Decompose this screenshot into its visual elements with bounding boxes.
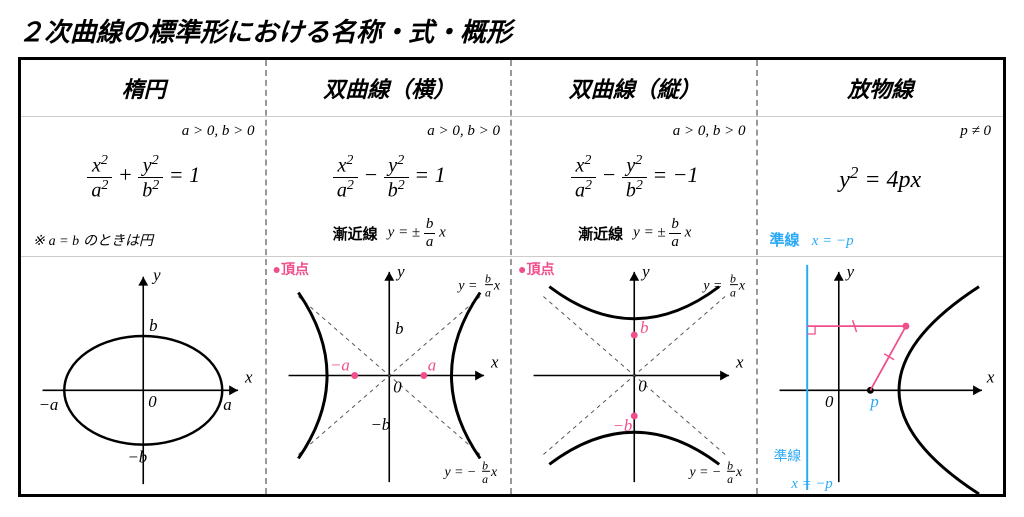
col-hyperbola-h: 双曲線（横） a > 0, b > 0 x2a2 − y2b2 = 1 漸近線 …	[267, 60, 513, 494]
svg-text:b: b	[485, 272, 491, 286]
svg-text:b: b	[482, 458, 488, 472]
svg-text:y = −: y = −	[688, 464, 722, 479]
col-hyperbola-v: 双曲線（縦） a > 0, b > 0 x2a2 − y2b2 = −1 漸近線…	[512, 60, 758, 494]
svg-text:p: p	[869, 392, 878, 411]
svg-text:−b: −b	[370, 415, 390, 434]
note-ellipse: ※ a = b のときは円	[33, 230, 153, 250]
eqbox-ellipse: a > 0, b > 0 x2a2 + y2b2 = 1 ※ a = b のとき…	[21, 117, 267, 257]
svg-text:a: a	[427, 356, 435, 375]
svg-text:0: 0	[638, 376, 647, 395]
graph-ellipse: x y 0 a −a b −b	[21, 257, 267, 494]
svg-text:b: b	[395, 319, 403, 338]
svg-text:y =: y =	[456, 278, 477, 293]
eqbox-parabola: p ≠ 0 y2 = 4px 準線 x = −p	[758, 117, 1004, 257]
svg-text:x: x	[244, 367, 253, 386]
col-parabola: 放物線 p ≠ 0 y2 = 4px 準線 x = −p	[758, 60, 1004, 494]
svg-text:準線: 準線	[773, 448, 801, 463]
eq-hyperbola-h: x2a2 − y2b2 = 1	[277, 153, 503, 201]
svg-text:y = −: y = −	[442, 464, 476, 479]
header-parabola: 放物線	[758, 60, 1004, 117]
eqbox-hyperbola-h: a > 0, b > 0 x2a2 − y2b2 = 1 漸近線 y = ± b…	[267, 117, 513, 257]
eq-ellipse: x2a2 + y2b2 = 1	[31, 153, 257, 201]
svg-text:x: x	[492, 278, 500, 293]
svg-text:x: x	[489, 353, 498, 372]
svg-text:a: a	[482, 472, 488, 486]
svg-text:−b: −b	[613, 416, 633, 435]
svg-text:0: 0	[824, 392, 833, 411]
svg-text:x = −p: x = −p	[790, 476, 832, 492]
header-hyperbola-h: 双曲線（横）	[267, 60, 513, 117]
page-title: ２次曲線の標準形における名称・式・概形	[18, 12, 1006, 49]
svg-text:0: 0	[393, 377, 402, 396]
svg-text:x: x	[489, 464, 497, 479]
svg-text:a: a	[485, 286, 491, 300]
header-ellipse: 楕円	[21, 60, 267, 117]
eq-hyperbola-v: x2a2 − y2b2 = −1	[522, 153, 748, 201]
conic-table: 楕円 a > 0, b > 0 x2a2 + y2b2 = 1 ※ a = b …	[18, 57, 1006, 497]
eqbox-hyperbola-v: a > 0, b > 0 x2a2 − y2b2 = −1 漸近線 y = ± …	[512, 117, 758, 257]
svg-text:a: a	[727, 472, 733, 486]
svg-text:0: 0	[148, 392, 157, 411]
asym-hyperbola-v: 漸近線 y = ± ba x	[524, 216, 746, 250]
svg-text:a: a	[223, 395, 231, 414]
svg-text:y: y	[151, 266, 161, 285]
svg-text:−b: −b	[127, 447, 147, 466]
svg-text:y: y	[395, 262, 405, 281]
col-ellipse: 楕円 a > 0, b > 0 x2a2 + y2b2 = 1 ※ a = b …	[21, 60, 267, 494]
graph-hyperbola-v: ●頂点 x y 0 b −b y =	[512, 257, 758, 494]
svg-text:a: a	[730, 286, 736, 300]
dir-parabola: 準線 x = −p	[770, 229, 854, 250]
eq-parabola: y2 = 4px	[768, 165, 994, 192]
graph-parabola: p x y 0 準線 x = −p	[758, 257, 1004, 494]
cond-hyperbola-v: a > 0, b > 0	[673, 123, 746, 140]
svg-text:x: x	[738, 278, 746, 293]
svg-text:b: b	[727, 458, 733, 472]
svg-text:b: b	[730, 272, 736, 286]
svg-text:x: x	[985, 367, 994, 386]
svg-text:b: b	[640, 318, 648, 337]
cond-hyperbola-h: a > 0, b > 0	[427, 123, 500, 140]
header-hyperbola-v: 双曲線（縦）	[512, 60, 758, 117]
svg-text:x: x	[735, 464, 743, 479]
svg-text:−a: −a	[330, 356, 350, 375]
svg-text:x: x	[735, 353, 744, 372]
graph-hyperbola-h: ●頂点 x y 0 a −a b −b	[267, 257, 513, 494]
cond-parabola: p ≠ 0	[960, 123, 991, 140]
svg-text:y =: y =	[701, 278, 722, 293]
cond-ellipse: a > 0, b > 0	[182, 123, 255, 140]
svg-text:b: b	[149, 316, 157, 335]
asym-hyperbola-h: 漸近線 y = ± ba x	[279, 216, 501, 250]
svg-text:−a: −a	[39, 395, 59, 414]
svg-text:y: y	[640, 262, 650, 281]
svg-text:y: y	[844, 262, 854, 281]
